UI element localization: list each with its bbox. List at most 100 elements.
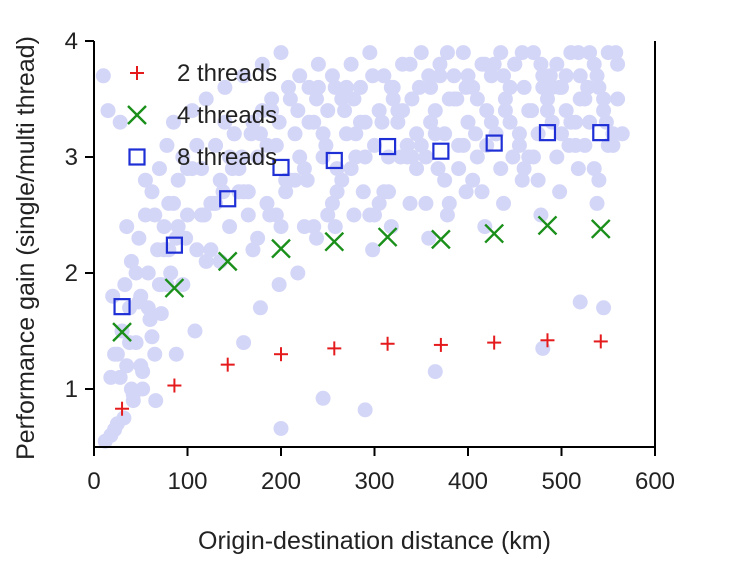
background-point	[315, 126, 331, 142]
background-point	[502, 114, 518, 130]
background-point	[572, 91, 588, 107]
series-layer	[112, 124, 611, 416]
background-point	[109, 346, 125, 362]
data-point-plus	[433, 337, 448, 352]
background-point	[198, 253, 214, 269]
legend-label: 2 threads	[177, 60, 277, 87]
background-point	[516, 161, 532, 177]
background-point	[180, 161, 195, 177]
background-point	[586, 161, 602, 177]
background-point	[119, 358, 135, 374]
background-point	[409, 161, 425, 177]
background-point	[511, 137, 527, 153]
background-point	[458, 184, 474, 200]
data-point-square	[432, 142, 450, 160]
data-point-plus	[487, 335, 502, 350]
data-point-cross	[377, 227, 398, 247]
background-point	[140, 300, 156, 316]
background-point	[282, 172, 298, 188]
background-point	[552, 79, 568, 95]
background-point	[404, 149, 420, 165]
background-point	[309, 91, 325, 107]
background-point	[234, 149, 250, 165]
background-point	[147, 207, 163, 223]
data-point-square	[485, 134, 503, 152]
background-point	[411, 79, 427, 95]
background-point	[421, 230, 437, 246]
background-point	[570, 161, 586, 177]
background-point	[365, 242, 381, 258]
background-point	[418, 195, 434, 211]
data-point-cross	[537, 215, 558, 236]
background-point	[212, 253, 228, 269]
x-tick-label: 500	[541, 468, 581, 495]
background-point	[163, 265, 179, 281]
background-point	[596, 300, 612, 316]
background-point	[135, 364, 151, 380]
background-point	[264, 91, 280, 107]
background-point	[427, 364, 443, 380]
background-point	[252, 126, 268, 142]
background-point	[245, 242, 261, 258]
background-point	[320, 207, 336, 223]
background-point	[309, 230, 325, 246]
background-point	[259, 137, 275, 153]
background-point	[598, 114, 614, 130]
background-point	[376, 68, 392, 84]
background-point	[226, 126, 242, 142]
background-point	[608, 45, 624, 61]
background-point	[465, 172, 481, 188]
background-point	[395, 103, 411, 119]
background-point	[250, 230, 266, 246]
data-point-cross	[324, 231, 345, 252]
background-point	[310, 56, 326, 72]
data-point-square	[113, 298, 131, 316]
background-point	[530, 126, 546, 142]
legend-marker-cross	[127, 105, 147, 125]
background-point	[123, 253, 139, 269]
background-point	[222, 219, 238, 235]
background-point	[591, 79, 607, 95]
x-tick-label: 400	[448, 468, 488, 495]
background-point	[324, 68, 340, 84]
background-point	[423, 114, 439, 130]
background-point	[290, 265, 306, 281]
background-point	[208, 137, 224, 153]
y-tick-label: 1	[65, 376, 78, 403]
background-point	[105, 288, 121, 304]
background-point	[511, 126, 527, 142]
background-point	[144, 184, 160, 200]
background-point	[337, 103, 353, 119]
background-point	[514, 45, 530, 61]
background-point	[170, 172, 186, 188]
background-point	[367, 137, 382, 153]
background-point	[262, 207, 278, 223]
background-point	[596, 91, 612, 107]
background-point	[516, 79, 532, 95]
y-axis-title: Performance gain (single/multi thread)	[12, 36, 40, 460]
background-point	[310, 79, 326, 95]
background-point	[525, 45, 541, 61]
background-point	[497, 103, 513, 119]
background-point	[334, 91, 350, 107]
background-point	[137, 172, 153, 188]
data-point-cross	[590, 219, 611, 239]
background-point	[549, 149, 565, 165]
background-point	[153, 306, 169, 322]
background-point	[180, 207, 195, 223]
background-point	[159, 277, 175, 293]
background-point	[346, 207, 362, 223]
background-point	[224, 161, 240, 177]
background-point	[357, 402, 373, 418]
data-point-plus	[274, 347, 288, 362]
background-point	[112, 114, 128, 130]
background-point	[250, 149, 266, 165]
background-point	[327, 219, 343, 235]
background-point	[385, 91, 401, 107]
x-tick-label: 300	[354, 468, 394, 495]
background-point	[437, 172, 453, 188]
background-point	[533, 207, 549, 223]
background-point	[116, 410, 132, 426]
background-point	[514, 172, 530, 188]
background-point	[142, 311, 158, 327]
